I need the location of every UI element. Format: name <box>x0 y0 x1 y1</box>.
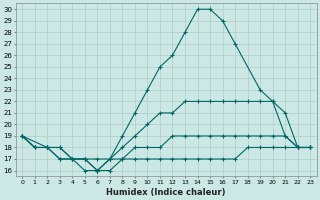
X-axis label: Humidex (Indice chaleur): Humidex (Indice chaleur) <box>107 188 226 197</box>
